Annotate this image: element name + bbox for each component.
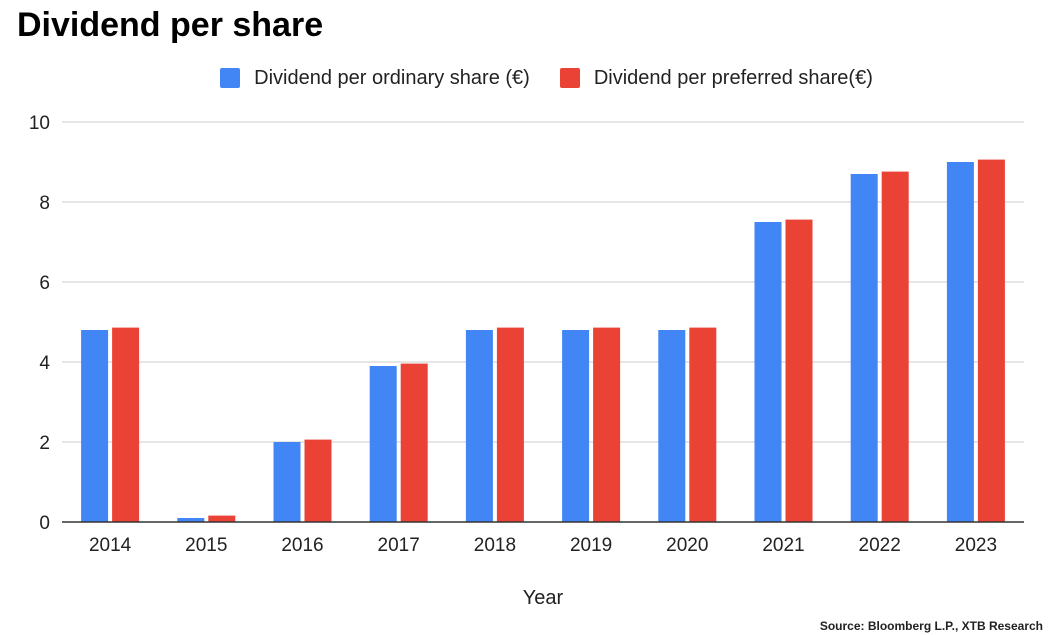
legend-item-preferred[interactable]: Dividend per preferred share(€): [559, 66, 873, 90]
source-note: Source: Bloomberg L.P., XTB Research: [819, 619, 1043, 633]
x-tick-label: 2020: [666, 535, 708, 556]
bar-ordinary-2018[interactable]: [465, 330, 493, 522]
x-tick-label: 2014: [89, 535, 132, 556]
chart-title: Dividend per share: [17, 6, 324, 44]
x-tick-label: 2019: [570, 535, 612, 556]
y-tick-label: 8: [39, 193, 50, 214]
bars: [81, 159, 1005, 522]
x-tick-label: 2023: [955, 535, 997, 556]
bar-preferred-2020[interactable]: [689, 327, 717, 522]
bar-ordinary-2020[interactable]: [658, 330, 686, 522]
bar-preferred-2017[interactable]: [400, 363, 428, 522]
y-tick-label: 4: [39, 353, 50, 374]
bar-preferred-2021[interactable]: [785, 219, 813, 522]
bar-preferred-2022[interactable]: [881, 171, 909, 522]
bar-ordinary-2016[interactable]: [273, 442, 301, 522]
x-tick-label: 2017: [378, 535, 420, 556]
legend-swatch-preferred: [559, 68, 580, 88]
bar-preferred-2015[interactable]: [208, 515, 236, 522]
bar-ordinary-2021[interactable]: [754, 222, 782, 522]
x-tick-label: 2022: [859, 535, 901, 556]
bar-preferred-2023[interactable]: [977, 159, 1005, 522]
x-tick-label: 2021: [762, 535, 804, 556]
y-axis-ticks: 0 2 4 6 8 10: [29, 113, 51, 534]
y-tick-label: 10: [29, 113, 50, 134]
x-tick-label: 2015: [185, 535, 227, 556]
bar-ordinary-2022[interactable]: [850, 174, 878, 522]
bar-ordinary-2015[interactable]: [177, 518, 205, 522]
bar-ordinary-2019[interactable]: [562, 330, 590, 522]
x-tick-label: 2016: [281, 535, 323, 556]
x-tick-label: 2018: [474, 535, 516, 556]
y-tick-label: 6: [39, 273, 50, 294]
y-tick-label: 2: [39, 433, 50, 454]
gridlines: [62, 121, 1024, 443]
bar-preferred-2019[interactable]: [593, 327, 621, 522]
legend-item-ordinary[interactable]: Dividend per ordinary share (€): [220, 67, 530, 90]
x-axis-ticks: 2014 2015 2016 2017 2018 2019 2020 2021 2022 2023: [89, 535, 997, 556]
bar-ordinary-2023[interactable]: [946, 162, 974, 522]
chart-legend: Dividend per ordinary share (€) Dividend…: [0, 63, 1051, 93]
legend-label-preferred: Dividend per preferred share(€): [593, 66, 873, 89]
bar-preferred-2018[interactable]: [496, 327, 524, 522]
legend-swatch-ordinary: [220, 68, 241, 88]
y-tick-label: 0: [39, 513, 50, 534]
bar-ordinary-2017[interactable]: [369, 366, 397, 522]
x-axis-label: Year: [523, 587, 564, 609]
bar-preferred-2014[interactable]: [112, 327, 140, 522]
legend-label-ordinary: Dividend per ordinary share (€): [254, 66, 530, 89]
bar-ordinary-2014[interactable]: [81, 330, 109, 522]
bar-preferred-2016[interactable]: [304, 439, 332, 522]
